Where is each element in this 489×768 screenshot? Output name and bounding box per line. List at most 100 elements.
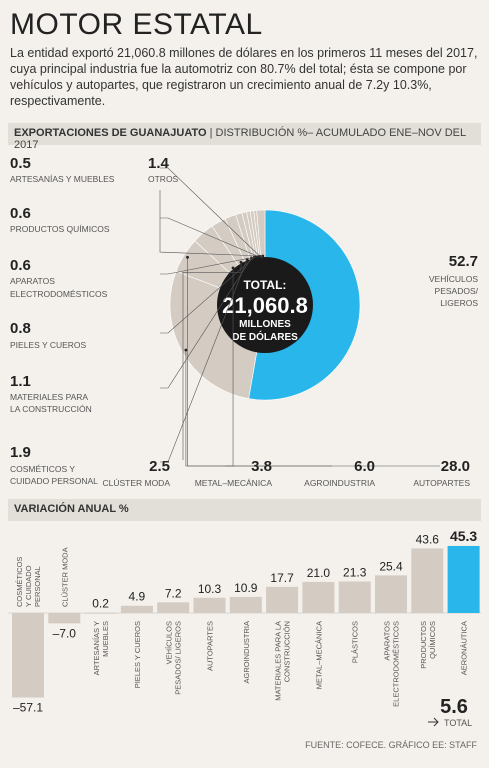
connector-dot-10 [258, 254, 262, 258]
total-arrow-icon [428, 717, 439, 727]
slice-label-6-0: MATERIALES PARA [10, 392, 88, 402]
bar-value-5: 10.3 [198, 582, 222, 596]
bar-category-0-1: Y CUIDADO [24, 565, 33, 607]
bar-value-8: 21.0 [307, 566, 331, 580]
bar-2 [84, 612, 117, 614]
bar-value-6: 10.9 [234, 581, 258, 595]
variation-title: VARIACIÓN ANUAL % [14, 503, 129, 515]
intro-text: La entidad exportó 21,060.8 millones de … [10, 46, 478, 108]
bar-value-4: 7.2 [165, 586, 182, 600]
connector-dot-1 [184, 348, 188, 352]
bar-category-0-0: COSMÉTICOS [15, 557, 24, 607]
bar-11 [411, 548, 444, 613]
connector-10 [160, 167, 261, 257]
slice-label-11-0: OTROS [148, 174, 179, 184]
exports-subtitle: | DISTRIBUCIÓN %– ACUMULADO ENE–NOV DEL … [14, 127, 466, 151]
section-header-variation: VARIACIÓN ANUAL % [8, 499, 481, 521]
bar-10 [375, 575, 407, 613]
bar-value-2: 0.2 [92, 597, 109, 611]
bar-8 [302, 581, 335, 613]
bar-category-4-0: VEHÍCULOS [165, 621, 174, 664]
bar-category-12-0: AERONÁUTICA [460, 621, 469, 675]
slice-label-8-0: APARATOS [10, 276, 55, 286]
bar-category-8-0: METAL–MECÁNICA [314, 621, 323, 689]
bar-category-11-0: PRODUCTOS [419, 621, 428, 669]
connector-3 [225, 267, 234, 467]
slice-value-4: 2.5 [149, 458, 170, 475]
source-note: FUENTE: COFECE. GRÁFICO EE: STAFF [305, 740, 477, 750]
slice-value-7: 0.8 [10, 320, 31, 337]
bar-7 [266, 586, 299, 613]
bar-3 [120, 605, 153, 613]
connector-9 [160, 217, 259, 257]
connector-2 [187, 257, 332, 467]
slice-value-1: 28.0 [441, 458, 470, 475]
slice-label-5-0: COSMÉTICOS Y [10, 464, 75, 474]
bar-category-6-0: AGROINDUSTRIA [242, 621, 251, 684]
center-label-total: TOTAL: [244, 278, 287, 292]
slice-value-8: 0.6 [10, 257, 31, 274]
exports-title: EXPORTACIONES DE GUANAJUATO [14, 127, 207, 139]
slice-value-11: 1.4 [148, 155, 170, 172]
slice-label-1-0: AUTOPARTES [413, 478, 470, 488]
page-title: MOTOR ESTATAL [10, 8, 263, 41]
slice-value-6: 1.1 [10, 373, 31, 390]
slice-label-7-0: PIELES Y CUEROS [10, 340, 87, 350]
bar-value-7: 17.7 [270, 571, 294, 585]
bar-category-7-0: MATERIALES PARA LA [274, 621, 283, 701]
total-label: TOTAL [444, 718, 472, 728]
slice-label-9-0: PRODUCTOS QUÍMICOS [10, 224, 110, 234]
connector-1 [185, 350, 440, 467]
connector-dot-4 [239, 260, 243, 264]
total-value: 5.6 [440, 696, 468, 718]
bar-value-11: 43.6 [416, 532, 440, 546]
bar-value-1: –7.0 [53, 626, 77, 640]
connector-5 [160, 259, 248, 463]
slice-label-0-2: LIGEROS [440, 298, 478, 308]
slice-value-9: 0.6 [10, 205, 31, 222]
bar-value-9: 21.3 [343, 565, 367, 579]
bar-category-7-1: CONSTRUCCIÓN [283, 621, 292, 682]
slice-value-5: 1.9 [10, 444, 31, 461]
connector-8 [160, 256, 257, 275]
bar-6 [229, 596, 262, 613]
bar-value-12: 45.3 [450, 528, 477, 544]
bar-0 [12, 613, 44, 698]
connector-11 [159, 190, 263, 257]
bar-value-10: 25.4 [379, 559, 403, 573]
bar-value-3: 4.9 [129, 590, 146, 604]
section-header-exports: EXPORTACIONES DE GUANAJUATO | DISTRIBUCI… [8, 123, 481, 151]
slice-label-4-0: CLÚSTER MODA [102, 478, 170, 488]
bar-category-10-1: ELECTRODOMÉSTICOS [392, 621, 401, 707]
connector-6 [160, 257, 252, 389]
bar-category-5-0: AUTOPARTES [206, 621, 215, 671]
slice-label-5-1: CUIDADO PERSONAL [10, 476, 98, 486]
slice-label-3-0: METAL–MECÁNICA [195, 478, 273, 488]
slice-value-0: 52.7 [449, 253, 478, 270]
center-label-currency: DE DÓLARES [232, 330, 298, 343]
slice-value-3: 3.8 [251, 458, 272, 475]
connector-7 [160, 256, 255, 334]
slice-label-8-1: ELECTRODOMÉSTICOS [10, 289, 108, 299]
slice-label-0-1: PESADOS/ [435, 286, 479, 296]
center-label-units: MILLONES [239, 319, 291, 330]
bar-12 [447, 545, 480, 613]
connector-4 [182, 262, 242, 460]
donut-center [217, 257, 313, 353]
bar-category-2-1: MUEBLES [101, 621, 110, 657]
connector-dot-2 [186, 255, 189, 259]
slice-value-2: 6.0 [354, 458, 375, 475]
bar-category-9-0: PLÁSTICOS [351, 621, 360, 663]
bar-9 [338, 581, 371, 613]
bar-category-11-1: QUÍMICOS [428, 621, 437, 659]
bar-category-10-0: APARATOS [383, 621, 392, 661]
bar-5 [193, 597, 226, 613]
connector-dot-11 [261, 254, 265, 258]
bar-1 [48, 613, 81, 624]
slice-label-0-0: VEHÍCULOS [429, 274, 478, 284]
bar-4 [157, 602, 190, 613]
bar-value-0: –57.1 [13, 701, 43, 715]
bar-category-0-2: PERSONAL [33, 566, 42, 607]
bar-category-3-0: PIELES Y CUEROS [133, 621, 142, 688]
